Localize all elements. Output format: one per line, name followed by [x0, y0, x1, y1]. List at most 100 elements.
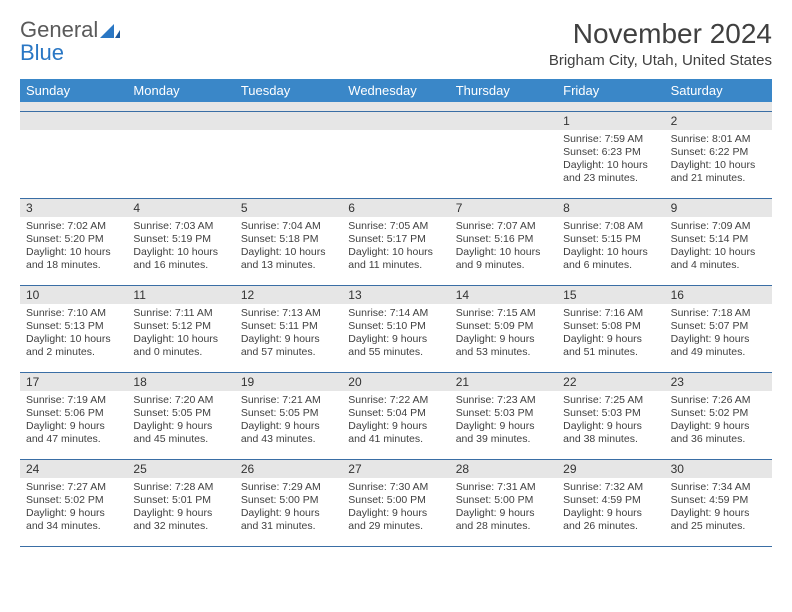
daylight-line: Daylight: 9 hours: [133, 420, 228, 433]
sunset-line: Sunset: 5:02 PM: [671, 407, 766, 420]
daylight-line: and 49 minutes.: [671, 346, 766, 359]
sail-icon: [100, 24, 120, 38]
sunset-line: Sunset: 5:00 PM: [456, 494, 551, 507]
day-header: Wednesday: [342, 79, 449, 102]
day-number: 11: [127, 286, 234, 304]
sunrise-line: Sunrise: 7:34 AM: [671, 481, 766, 494]
week-row: 1Sunrise: 7:59 AMSunset: 6:23 PMDaylight…: [20, 112, 772, 199]
sunset-line: Sunset: 5:06 PM: [26, 407, 121, 420]
daylight-line: and 4 minutes.: [671, 259, 766, 272]
day-cell: 30Sunrise: 7:34 AMSunset: 4:59 PMDayligh…: [665, 460, 772, 546]
day-number: 12: [235, 286, 342, 304]
sunset-line: Sunset: 5:03 PM: [563, 407, 658, 420]
logo-word-2: Blue: [20, 40, 64, 65]
logo: General Blue: [20, 18, 120, 64]
daylight-line: Daylight: 9 hours: [563, 333, 658, 346]
day-number: 23: [665, 373, 772, 391]
day-header: Tuesday: [235, 79, 342, 102]
day-number: 30: [665, 460, 772, 478]
sunrise-line: Sunrise: 7:59 AM: [563, 133, 658, 146]
day-cell: [20, 112, 127, 198]
day-cell: 2Sunrise: 8:01 AMSunset: 6:22 PMDaylight…: [665, 112, 772, 198]
day-cell: 16Sunrise: 7:18 AMSunset: 5:07 PMDayligh…: [665, 286, 772, 372]
day-cell: 10Sunrise: 7:10 AMSunset: 5:13 PMDayligh…: [20, 286, 127, 372]
sunset-line: Sunset: 5:15 PM: [563, 233, 658, 246]
daylight-line: and 55 minutes.: [348, 346, 443, 359]
title-block: November 2024 Brigham City, Utah, United…: [549, 18, 772, 69]
sunset-line: Sunset: 5:19 PM: [133, 233, 228, 246]
daylight-line: Daylight: 9 hours: [241, 333, 336, 346]
daylight-line: Daylight: 9 hours: [348, 420, 443, 433]
sunrise-line: Sunrise: 7:14 AM: [348, 307, 443, 320]
sunset-line: Sunset: 5:11 PM: [241, 320, 336, 333]
day-number: 16: [665, 286, 772, 304]
day-number: 27: [342, 460, 449, 478]
daylight-line: Daylight: 10 hours: [671, 159, 766, 172]
daylight-line: and 16 minutes.: [133, 259, 228, 272]
day-number: 6: [342, 199, 449, 217]
daylight-line: and 38 minutes.: [563, 433, 658, 446]
day-cell: 21Sunrise: 7:23 AMSunset: 5:03 PMDayligh…: [450, 373, 557, 459]
daylight-line: Daylight: 10 hours: [26, 246, 121, 259]
sunset-line: Sunset: 5:03 PM: [456, 407, 551, 420]
daylight-line: and 29 minutes.: [348, 520, 443, 533]
day-cell: 25Sunrise: 7:28 AMSunset: 5:01 PMDayligh…: [127, 460, 234, 546]
day-number: 10: [20, 286, 127, 304]
weeks-container: 1Sunrise: 7:59 AMSunset: 6:23 PMDaylight…: [20, 112, 772, 547]
day-cell: 8Sunrise: 7:08 AMSunset: 5:15 PMDaylight…: [557, 199, 664, 285]
day-cell: 20Sunrise: 7:22 AMSunset: 5:04 PMDayligh…: [342, 373, 449, 459]
day-header: Monday: [127, 79, 234, 102]
sunrise-line: Sunrise: 7:23 AM: [456, 394, 551, 407]
sunset-line: Sunset: 5:20 PM: [26, 233, 121, 246]
day-cell: [235, 112, 342, 198]
day-number: 20: [342, 373, 449, 391]
sunset-line: Sunset: 5:04 PM: [348, 407, 443, 420]
day-number: 1: [557, 112, 664, 130]
day-cell: 4Sunrise: 7:03 AMSunset: 5:19 PMDaylight…: [127, 199, 234, 285]
sunrise-line: Sunrise: 7:32 AM: [563, 481, 658, 494]
day-cell: 14Sunrise: 7:15 AMSunset: 5:09 PMDayligh…: [450, 286, 557, 372]
sunrise-line: Sunrise: 7:05 AM: [348, 220, 443, 233]
daylight-line: Daylight: 9 hours: [456, 420, 551, 433]
daylight-line: Daylight: 10 hours: [241, 246, 336, 259]
sunrise-line: Sunrise: 7:29 AM: [241, 481, 336, 494]
day-cell: 3Sunrise: 7:02 AMSunset: 5:20 PMDaylight…: [20, 199, 127, 285]
daylight-line: Daylight: 9 hours: [456, 333, 551, 346]
day-cell: 29Sunrise: 7:32 AMSunset: 4:59 PMDayligh…: [557, 460, 664, 546]
day-number: 13: [342, 286, 449, 304]
daylight-line: and 34 minutes.: [26, 520, 121, 533]
calendar: Sunday Monday Tuesday Wednesday Thursday…: [20, 79, 772, 547]
day-number: 28: [450, 460, 557, 478]
week-row: 17Sunrise: 7:19 AMSunset: 5:06 PMDayligh…: [20, 373, 772, 460]
sunset-line: Sunset: 5:01 PM: [133, 494, 228, 507]
week-row: 10Sunrise: 7:10 AMSunset: 5:13 PMDayligh…: [20, 286, 772, 373]
day-cell: 7Sunrise: 7:07 AMSunset: 5:16 PMDaylight…: [450, 199, 557, 285]
daylight-line: and 11 minutes.: [348, 259, 443, 272]
sunset-line: Sunset: 4:59 PM: [563, 494, 658, 507]
day-header: Thursday: [450, 79, 557, 102]
daylight-line: Daylight: 9 hours: [671, 333, 766, 346]
daylight-line: and 25 minutes.: [671, 520, 766, 533]
daylight-line: Daylight: 9 hours: [348, 507, 443, 520]
daylight-line: and 31 minutes.: [241, 520, 336, 533]
daylight-line: and 36 minutes.: [671, 433, 766, 446]
sunrise-line: Sunrise: 7:31 AM: [456, 481, 551, 494]
day-number: 5: [235, 199, 342, 217]
day-header-row: Sunday Monday Tuesday Wednesday Thursday…: [20, 79, 772, 102]
sunrise-line: Sunrise: 7:20 AM: [133, 394, 228, 407]
daylight-line: Daylight: 9 hours: [26, 420, 121, 433]
daylight-line: and 41 minutes.: [348, 433, 443, 446]
daylight-line: Daylight: 10 hours: [456, 246, 551, 259]
sunset-line: Sunset: 5:00 PM: [348, 494, 443, 507]
sunrise-line: Sunrise: 7:13 AM: [241, 307, 336, 320]
daylight-line: and 43 minutes.: [241, 433, 336, 446]
sunrise-line: Sunrise: 7:11 AM: [133, 307, 228, 320]
sunrise-line: Sunrise: 7:25 AM: [563, 394, 658, 407]
daylight-line: Daylight: 10 hours: [671, 246, 766, 259]
sunrise-line: Sunrise: 7:15 AM: [456, 307, 551, 320]
sunrise-line: Sunrise: 7:03 AM: [133, 220, 228, 233]
daylight-line: Daylight: 9 hours: [671, 420, 766, 433]
sunset-line: Sunset: 5:17 PM: [348, 233, 443, 246]
daylight-line: Daylight: 9 hours: [563, 420, 658, 433]
daylight-line: and 47 minutes.: [26, 433, 121, 446]
